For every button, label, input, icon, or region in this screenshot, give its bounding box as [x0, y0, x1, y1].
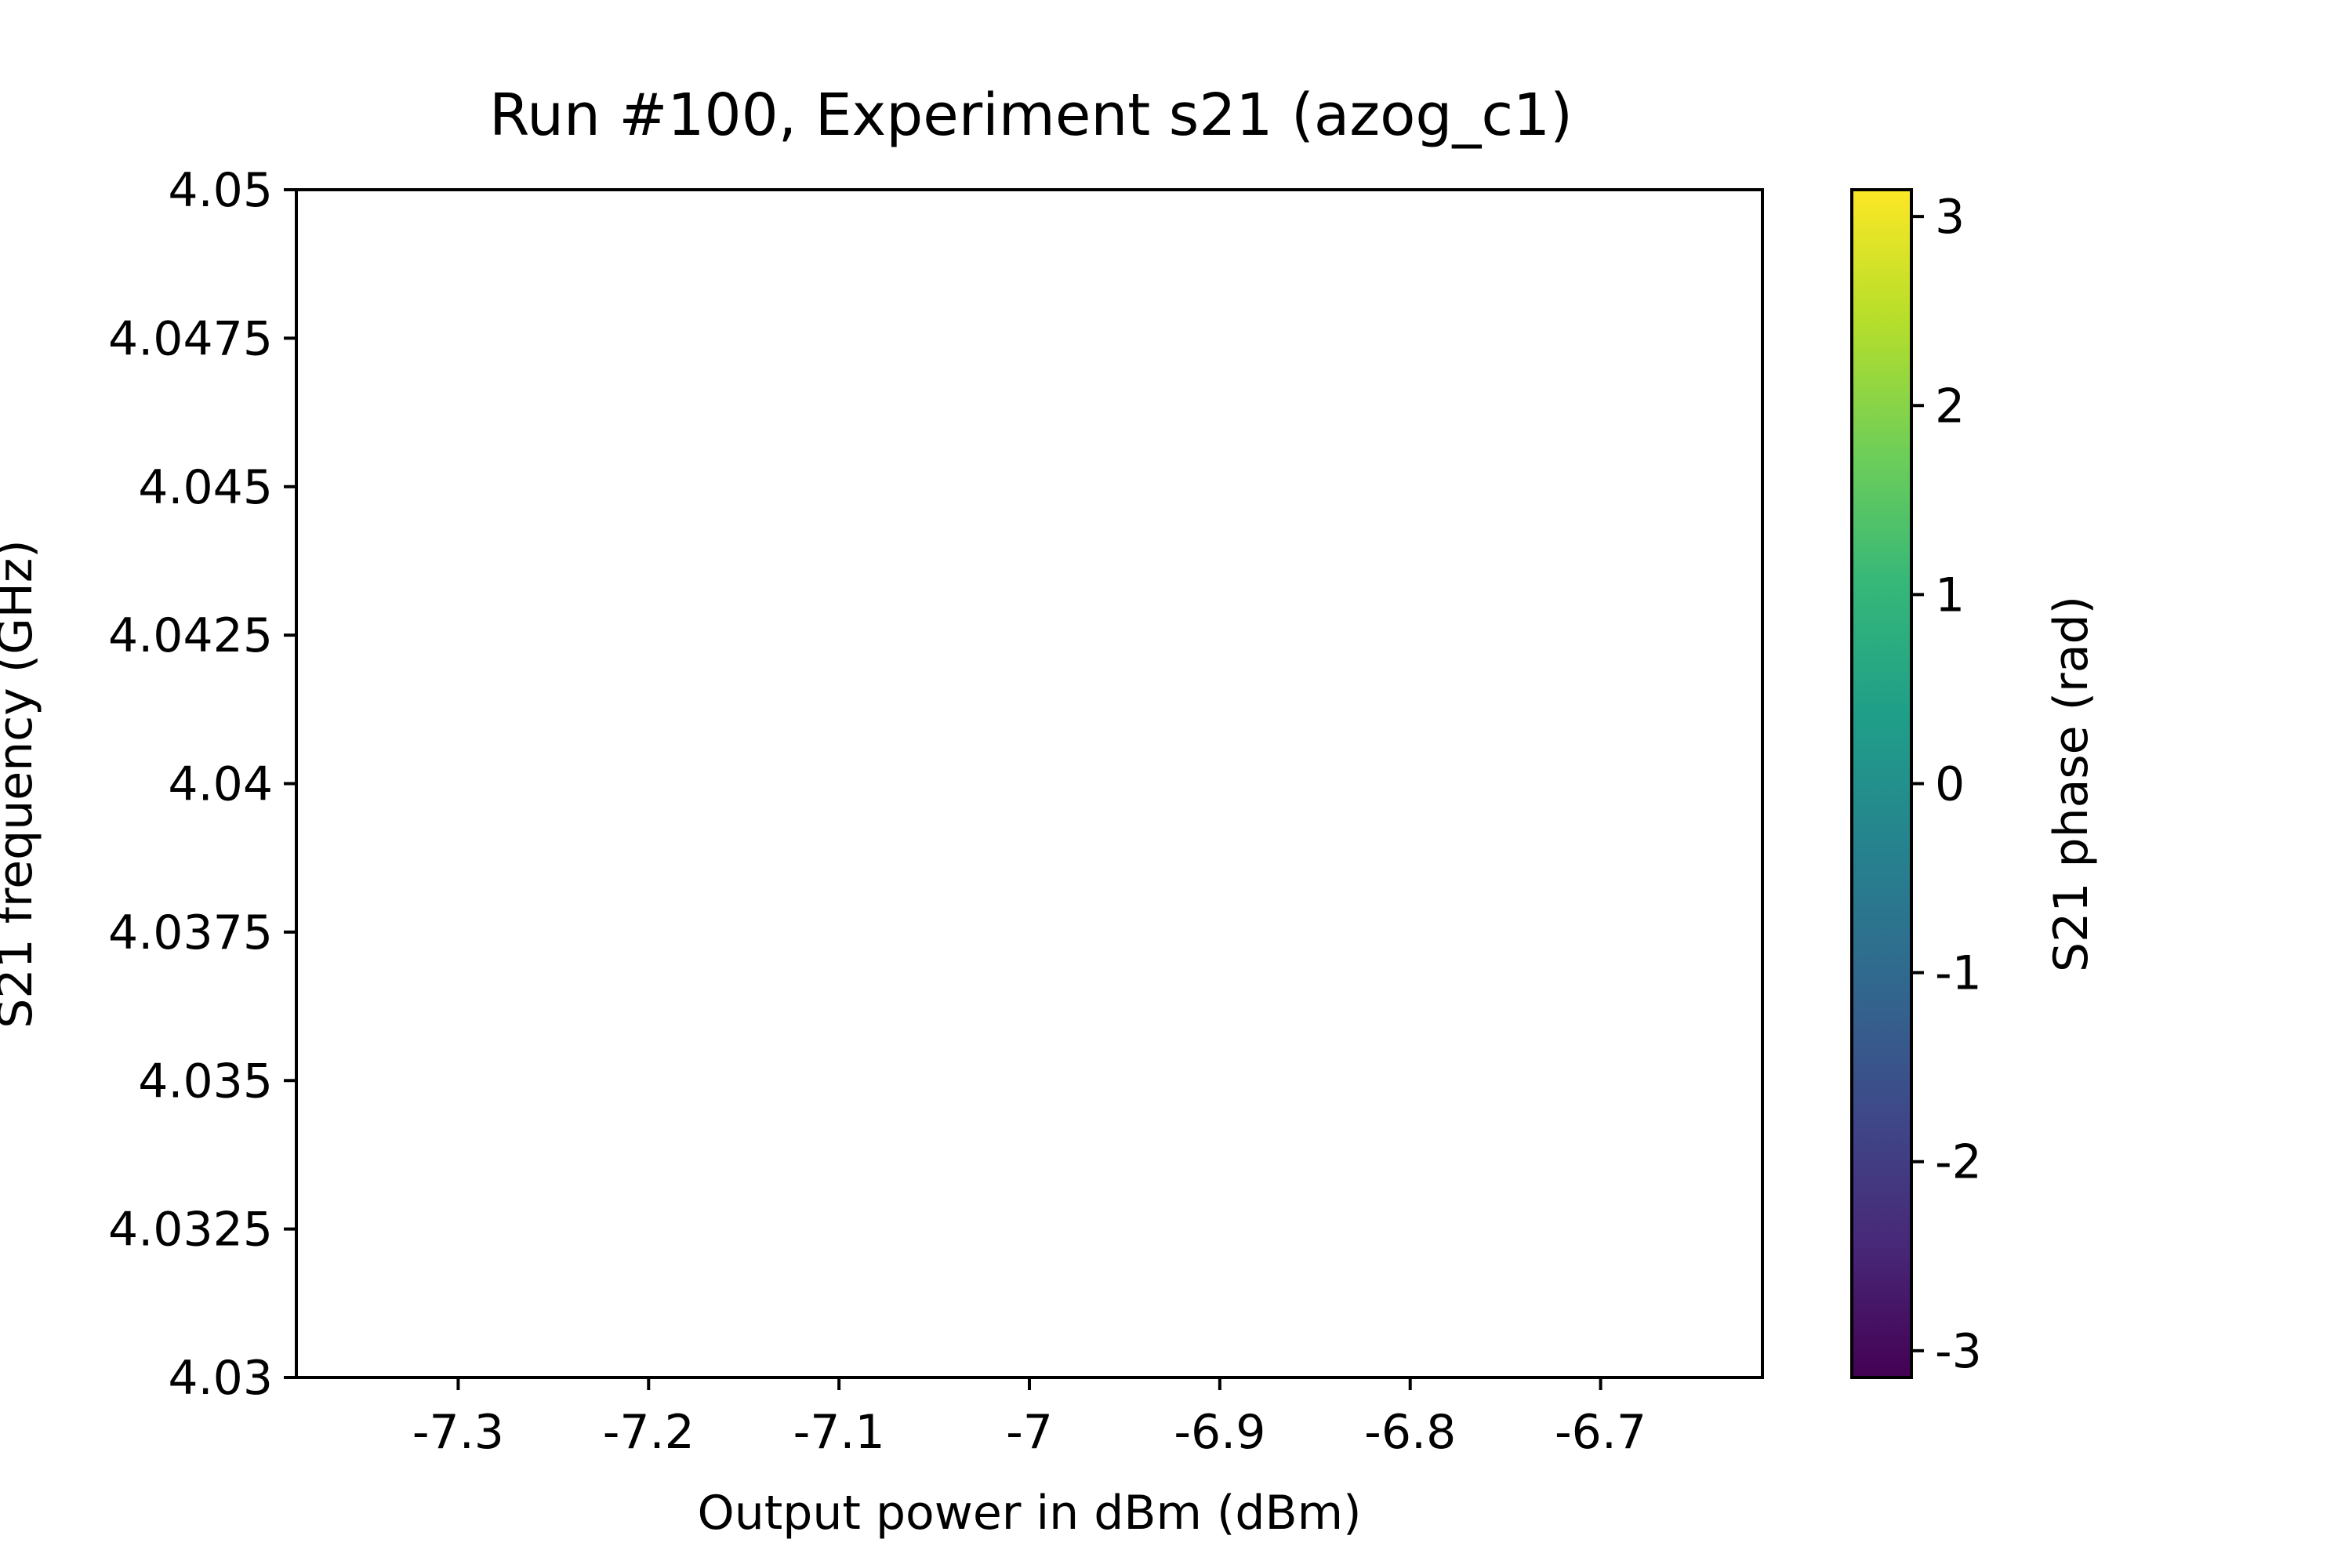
colorbar-tick-label: 3 [1935, 190, 1965, 245]
x-tick-label: -7 [1006, 1405, 1053, 1460]
x-axis-label: Output power in dBm (dBm) [697, 1486, 1361, 1541]
y-tick-label: 4.0475 [108, 311, 273, 366]
y-tick-label: 4.05 [168, 163, 273, 218]
colorbar: -3 -2 -1 0 1 2 3 S21 phase (rad) [1850, 188, 2099, 1379]
x-tick-label: -6.7 [1555, 1405, 1646, 1460]
y-axis: 4.03 4.0325 4.035 4.0375 4.04 4.0425 4.045 4.04… [108, 163, 296, 1406]
x-axis: -7.3 -7.2 -7.1 -7 -6.9 -6.8 -6.7 [412, 1377, 1646, 1460]
colorbar-tick-label: -2 [1935, 1135, 1982, 1190]
y-tick-label: 4.04 [168, 757, 273, 812]
colorbar-tick-label: 2 [1935, 379, 1965, 434]
colorbar-tick-label: 1 [1935, 568, 1965, 622]
colorbar-gradient [1852, 190, 1911, 1377]
colorbar-tick-label: -3 [1935, 1324, 1982, 1379]
y-tick-label: 4.035 [138, 1054, 273, 1109]
y-tick-label: 4.0325 [108, 1203, 273, 1258]
y-axis-label: S21 frequency (GHz) [0, 539, 43, 1028]
y-tick-label: 4.03 [168, 1351, 273, 1406]
plot-background [296, 190, 1762, 1377]
colorbar-tick-label: 0 [1935, 757, 1965, 812]
colorbar-label: S21 phase (rad) [2044, 596, 2099, 972]
x-tick-label: -7.3 [412, 1405, 504, 1460]
chart-title: Run #100, Experiment s21 (azog_c1) [489, 82, 1573, 149]
x-tick-label: -7.1 [793, 1405, 885, 1460]
y-tick-label: 4.045 [138, 460, 273, 515]
x-tick-label: -6.9 [1174, 1405, 1265, 1460]
x-tick-label: -6.8 [1364, 1405, 1456, 1460]
colorbar-tick-label: -1 [1935, 946, 1982, 1001]
x-tick-label: -7.2 [603, 1405, 695, 1460]
plot-area [295, 188, 1764, 1379]
colorbar-ticks: -3 -2 -1 0 1 2 3 [1911, 190, 1982, 1379]
y-tick-label: 4.0375 [108, 906, 273, 960]
y-tick-label: 4.0425 [108, 608, 273, 663]
